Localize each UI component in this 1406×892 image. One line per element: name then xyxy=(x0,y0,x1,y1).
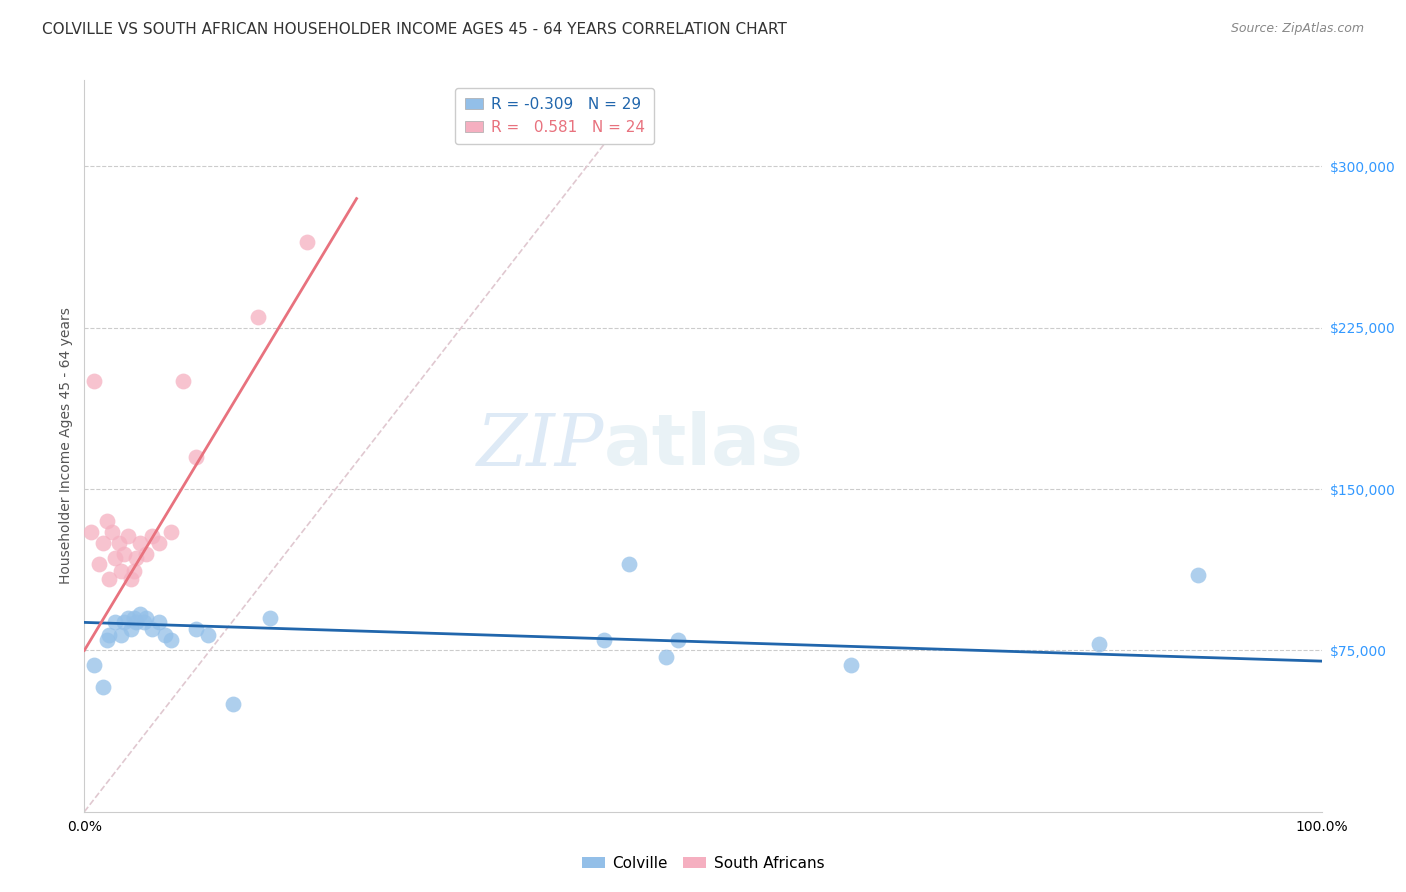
Point xyxy=(295,235,318,249)
Point xyxy=(96,632,118,647)
Point xyxy=(841,658,863,673)
Point xyxy=(117,529,139,543)
Point xyxy=(153,628,176,642)
Text: COLVILLE VS SOUTH AFRICAN HOUSEHOLDER INCOME AGES 45 - 64 YEARS CORRELATION CHAR: COLVILLE VS SOUTH AFRICAN HOUSEHOLDER IN… xyxy=(42,22,787,37)
Point xyxy=(135,611,157,625)
Point xyxy=(148,615,170,630)
Point xyxy=(655,649,678,664)
Point xyxy=(91,680,114,694)
Text: ZIP: ZIP xyxy=(477,410,605,482)
Y-axis label: Householder Income Ages 45 - 64 years: Householder Income Ages 45 - 64 years xyxy=(59,308,73,584)
Point xyxy=(184,450,207,464)
Point xyxy=(1187,568,1209,582)
Point xyxy=(160,632,183,647)
Point xyxy=(148,536,170,550)
Point xyxy=(1088,637,1111,651)
Point xyxy=(197,628,219,642)
Point xyxy=(108,536,131,550)
Point xyxy=(141,529,163,543)
Point xyxy=(129,607,152,621)
Point xyxy=(120,573,142,587)
Point xyxy=(112,547,135,561)
Point xyxy=(91,536,114,550)
Point xyxy=(125,550,148,565)
Point xyxy=(160,524,183,539)
Text: atlas: atlas xyxy=(605,411,804,481)
Point xyxy=(83,658,105,673)
Point xyxy=(184,622,207,636)
Point xyxy=(89,558,111,572)
Point xyxy=(112,615,135,630)
Point xyxy=(110,628,132,642)
Text: Source: ZipAtlas.com: Source: ZipAtlas.com xyxy=(1230,22,1364,36)
Point xyxy=(125,615,148,630)
Point xyxy=(132,615,155,630)
Point xyxy=(259,611,281,625)
Point xyxy=(100,524,122,539)
Point xyxy=(141,622,163,636)
Point xyxy=(120,622,142,636)
Point xyxy=(79,524,101,539)
Point xyxy=(246,310,269,324)
Point xyxy=(117,611,139,625)
Point xyxy=(129,536,152,550)
Point xyxy=(104,550,127,565)
Point xyxy=(98,628,121,642)
Point xyxy=(666,632,689,647)
Point xyxy=(104,615,127,630)
Point xyxy=(593,632,616,647)
Point xyxy=(98,573,121,587)
Point xyxy=(122,564,145,578)
Point xyxy=(135,547,157,561)
Point xyxy=(110,564,132,578)
Point xyxy=(122,611,145,625)
Point xyxy=(222,697,245,711)
Legend: Colville, South Africans: Colville, South Africans xyxy=(575,850,831,877)
Point xyxy=(172,375,194,389)
Point xyxy=(96,514,118,528)
Point xyxy=(83,375,105,389)
Point xyxy=(617,558,640,572)
